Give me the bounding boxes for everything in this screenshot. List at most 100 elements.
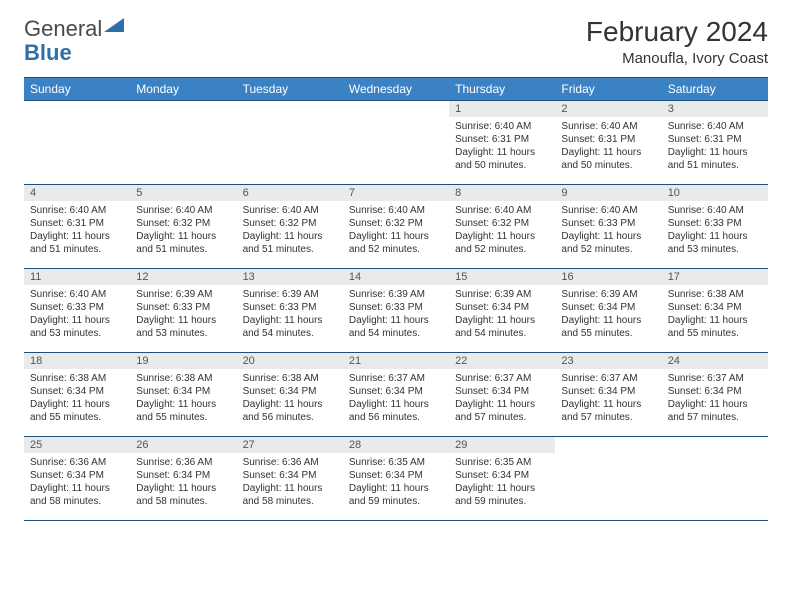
sunset-text: Sunset: 6:32 PM <box>136 217 230 230</box>
daylight-text-2: and 55 minutes. <box>30 411 124 424</box>
day-details: Sunrise: 6:40 AMSunset: 6:32 PMDaylight:… <box>449 201 555 260</box>
weekday-header: Saturday <box>662 78 768 101</box>
daylight-text-1: Daylight: 11 hours <box>455 146 549 159</box>
calendar-table: SundayMondayTuesdayWednesdayThursdayFrid… <box>24 77 768 521</box>
calendar-day-empty <box>662 437 768 521</box>
calendar-week: 11Sunrise: 6:40 AMSunset: 6:33 PMDayligh… <box>24 269 768 353</box>
day-details: Sunrise: 6:40 AMSunset: 6:33 PMDaylight:… <box>555 201 661 260</box>
sunrise-text: Sunrise: 6:39 AM <box>455 288 549 301</box>
daylight-text-2: and 56 minutes. <box>349 411 443 424</box>
calendar-day: 10Sunrise: 6:40 AMSunset: 6:33 PMDayligh… <box>662 185 768 269</box>
sunrise-text: Sunrise: 6:36 AM <box>136 456 230 469</box>
sunset-text: Sunset: 6:34 PM <box>561 301 655 314</box>
day-details: Sunrise: 6:36 AMSunset: 6:34 PMDaylight:… <box>24 453 130 512</box>
sunrise-text: Sunrise: 6:40 AM <box>30 288 124 301</box>
calendar-day: 16Sunrise: 6:39 AMSunset: 6:34 PMDayligh… <box>555 269 661 353</box>
day-details: Sunrise: 6:39 AMSunset: 6:34 PMDaylight:… <box>555 285 661 344</box>
daylight-text-2: and 57 minutes. <box>668 411 762 424</box>
day-number: 26 <box>130 437 236 453</box>
day-number: 16 <box>555 269 661 285</box>
day-number: 28 <box>343 437 449 453</box>
daylight-text-1: Daylight: 11 hours <box>30 482 124 495</box>
day-number: 5 <box>130 185 236 201</box>
daylight-text-2: and 57 minutes. <box>455 411 549 424</box>
sunset-text: Sunset: 6:31 PM <box>561 133 655 146</box>
day-details: Sunrise: 6:36 AMSunset: 6:34 PMDaylight:… <box>130 453 236 512</box>
daylight-text-2: and 58 minutes. <box>30 495 124 508</box>
calendar-week: 1Sunrise: 6:40 AMSunset: 6:31 PMDaylight… <box>24 101 768 185</box>
day-details: Sunrise: 6:40 AMSunset: 6:31 PMDaylight:… <box>662 117 768 176</box>
calendar-day: 1Sunrise: 6:40 AMSunset: 6:31 PMDaylight… <box>449 101 555 185</box>
sunrise-text: Sunrise: 6:39 AM <box>136 288 230 301</box>
daylight-text-1: Daylight: 11 hours <box>243 398 337 411</box>
day-details: Sunrise: 6:37 AMSunset: 6:34 PMDaylight:… <box>343 369 449 428</box>
daylight-text-2: and 58 minutes. <box>243 495 337 508</box>
day-number: 13 <box>237 269 343 285</box>
sunset-text: Sunset: 6:31 PM <box>30 217 124 230</box>
sunset-text: Sunset: 6:34 PM <box>349 385 443 398</box>
day-number: 27 <box>237 437 343 453</box>
day-details: Sunrise: 6:39 AMSunset: 6:34 PMDaylight:… <box>449 285 555 344</box>
sunset-text: Sunset: 6:33 PM <box>668 217 762 230</box>
daylight-text-1: Daylight: 11 hours <box>561 314 655 327</box>
calendar-day: 19Sunrise: 6:38 AMSunset: 6:34 PMDayligh… <box>130 353 236 437</box>
calendar-day: 14Sunrise: 6:39 AMSunset: 6:33 PMDayligh… <box>343 269 449 353</box>
daylight-text-1: Daylight: 11 hours <box>136 314 230 327</box>
daylight-text-2: and 52 minutes. <box>455 243 549 256</box>
sunrise-text: Sunrise: 6:40 AM <box>455 204 549 217</box>
calendar-week: 18Sunrise: 6:38 AMSunset: 6:34 PMDayligh… <box>24 353 768 437</box>
daylight-text-2: and 53 minutes. <box>30 327 124 340</box>
sunset-text: Sunset: 6:34 PM <box>455 469 549 482</box>
day-details: Sunrise: 6:40 AMSunset: 6:33 PMDaylight:… <box>662 201 768 260</box>
day-number: 20 <box>237 353 343 369</box>
calendar-day: 21Sunrise: 6:37 AMSunset: 6:34 PMDayligh… <box>343 353 449 437</box>
calendar-day: 29Sunrise: 6:35 AMSunset: 6:34 PMDayligh… <box>449 437 555 521</box>
calendar-day: 5Sunrise: 6:40 AMSunset: 6:32 PMDaylight… <box>130 185 236 269</box>
calendar-day: 2Sunrise: 6:40 AMSunset: 6:31 PMDaylight… <box>555 101 661 185</box>
day-number: 4 <box>24 185 130 201</box>
daylight-text-2: and 51 minutes. <box>243 243 337 256</box>
daylight-text-1: Daylight: 11 hours <box>30 398 124 411</box>
daylight-text-1: Daylight: 11 hours <box>136 482 230 495</box>
calendar-day: 20Sunrise: 6:38 AMSunset: 6:34 PMDayligh… <box>237 353 343 437</box>
day-number: 9 <box>555 185 661 201</box>
daylight-text-2: and 59 minutes. <box>455 495 549 508</box>
calendar-day-empty <box>130 101 236 185</box>
brand-triangle-icon <box>104 18 124 32</box>
calendar-day: 23Sunrise: 6:37 AMSunset: 6:34 PMDayligh… <box>555 353 661 437</box>
calendar-day: 3Sunrise: 6:40 AMSunset: 6:31 PMDaylight… <box>662 101 768 185</box>
calendar-day: 28Sunrise: 6:35 AMSunset: 6:34 PMDayligh… <box>343 437 449 521</box>
day-details: Sunrise: 6:37 AMSunset: 6:34 PMDaylight:… <box>662 369 768 428</box>
weekday-header: Monday <box>130 78 236 101</box>
daylight-text-2: and 56 minutes. <box>243 411 337 424</box>
day-number: 10 <box>662 185 768 201</box>
day-number: 1 <box>449 101 555 117</box>
calendar-day: 15Sunrise: 6:39 AMSunset: 6:34 PMDayligh… <box>449 269 555 353</box>
calendar-day-empty <box>237 101 343 185</box>
daylight-text-2: and 54 minutes. <box>455 327 549 340</box>
day-details: Sunrise: 6:40 AMSunset: 6:32 PMDaylight:… <box>237 201 343 260</box>
daylight-text-1: Daylight: 11 hours <box>243 482 337 495</box>
calendar-day: 27Sunrise: 6:36 AMSunset: 6:34 PMDayligh… <box>237 437 343 521</box>
daylight-text-1: Daylight: 11 hours <box>668 230 762 243</box>
title-block: February 2024 Manoufla, Ivory Coast <box>586 16 768 67</box>
sunrise-text: Sunrise: 6:40 AM <box>668 120 762 133</box>
daylight-text-1: Daylight: 11 hours <box>455 230 549 243</box>
sunrise-text: Sunrise: 6:37 AM <box>668 372 762 385</box>
day-details: Sunrise: 6:38 AMSunset: 6:34 PMDaylight:… <box>237 369 343 428</box>
daylight-text-1: Daylight: 11 hours <box>30 314 124 327</box>
daylight-text-1: Daylight: 11 hours <box>30 230 124 243</box>
sunrise-text: Sunrise: 6:37 AM <box>561 372 655 385</box>
daylight-text-1: Daylight: 11 hours <box>243 314 337 327</box>
daylight-text-1: Daylight: 11 hours <box>455 482 549 495</box>
day-details: Sunrise: 6:37 AMSunset: 6:34 PMDaylight:… <box>449 369 555 428</box>
sunset-text: Sunset: 6:34 PM <box>30 385 124 398</box>
day-details: Sunrise: 6:40 AMSunset: 6:33 PMDaylight:… <box>24 285 130 344</box>
daylight-text-1: Daylight: 11 hours <box>668 146 762 159</box>
weekday-header: Wednesday <box>343 78 449 101</box>
daylight-text-2: and 53 minutes. <box>136 327 230 340</box>
sunset-text: Sunset: 6:34 PM <box>243 469 337 482</box>
sunrise-text: Sunrise: 6:38 AM <box>30 372 124 385</box>
calendar-day: 24Sunrise: 6:37 AMSunset: 6:34 PMDayligh… <box>662 353 768 437</box>
daylight-text-2: and 57 minutes. <box>561 411 655 424</box>
